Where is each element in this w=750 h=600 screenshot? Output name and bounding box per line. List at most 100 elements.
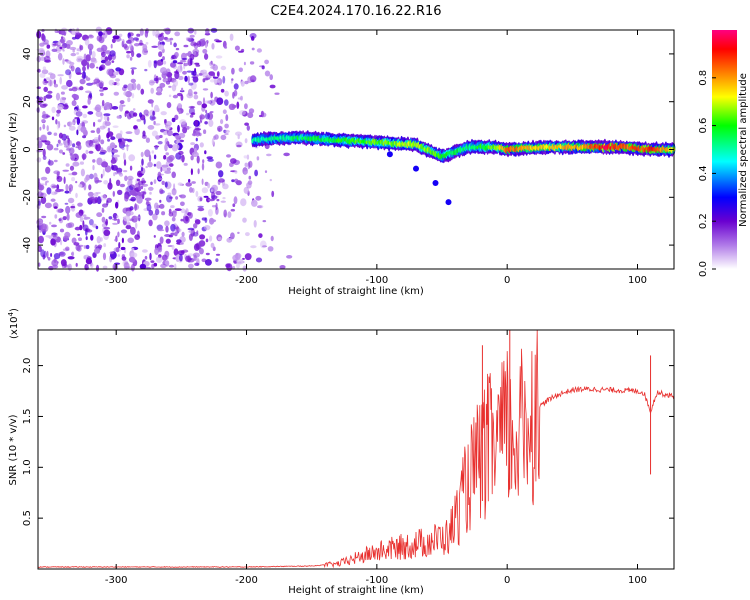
noise-speck: [191, 187, 195, 194]
noise-speck: [151, 130, 158, 137]
noise-speck: [59, 46, 63, 50]
noise-speck: [164, 181, 168, 188]
noise-speck: [205, 75, 212, 79]
noise-speck: [185, 52, 191, 56]
noise-speck: [123, 215, 131, 222]
noise-speck: [157, 33, 165, 42]
noise-speck: [102, 87, 108, 91]
noise-speck: [180, 94, 184, 101]
noise-speck: [51, 106, 56, 114]
noise-speck: [172, 60, 178, 64]
snr-panel: -300 -200 -100 0 100 0.5 1.0 1.5 2.0 Height of …: [7, 308, 675, 596]
noise-speck: [230, 208, 235, 212]
noise-speck: [141, 158, 144, 166]
noise-speck: [178, 132, 186, 139]
noise-speck: [133, 37, 139, 41]
noise-speck: [171, 188, 177, 196]
noise-speck: [236, 101, 240, 109]
noise-speck: [40, 176, 48, 181]
noise-speck: [108, 79, 115, 86]
noise-speck: [42, 39, 49, 45]
noise-speck: [249, 61, 255, 65]
noise-speck: [254, 169, 258, 177]
noise-speck: [180, 250, 185, 254]
y-tick-label: 0.5: [22, 510, 33, 526]
noise-speck: [41, 140, 48, 143]
noise-speck: [47, 131, 52, 136]
noise-speck: [82, 65, 86, 72]
noise-speck: [194, 119, 198, 127]
noise-speck: [115, 133, 123, 140]
noise-speck: [230, 80, 233, 84]
noise-speck: [191, 132, 198, 137]
noise-speck: [36, 219, 43, 226]
noise-speck: [205, 109, 208, 114]
noise-speck: [95, 143, 101, 152]
noise-speck: [130, 263, 135, 272]
noise-speck: [179, 90, 185, 93]
noise-speck: [213, 77, 217, 85]
noise-speck: [232, 91, 235, 99]
noise-speck: [102, 252, 107, 261]
noise-speck: [135, 195, 140, 201]
noise-speck: [189, 34, 195, 38]
noise-speck: [127, 175, 134, 181]
noise-speck: [156, 87, 162, 93]
noise-speck: [161, 180, 165, 185]
noise-speck: [87, 43, 94, 50]
noise-speck: [164, 143, 168, 152]
noise-speck: [59, 149, 63, 154]
noise-speck: [233, 83, 239, 90]
noise-speck: [77, 233, 80, 236]
noise-speck: [142, 249, 148, 253]
snr-x-ticks: -300 -200 -100 0 100: [105, 330, 647, 586]
noise-speck: [151, 45, 159, 48]
figure-title: C2E4.2024.170.16.22.R16: [270, 4, 441, 19]
noise-speck: [91, 82, 97, 85]
noise-speck: [153, 163, 157, 167]
noise-speck: [37, 245, 42, 252]
noise-speck: [129, 43, 133, 49]
noise-speck: [70, 154, 76, 161]
noise-speck: [82, 113, 88, 119]
noise-speck: [215, 202, 218, 211]
noise-speck: [79, 216, 84, 223]
noise-speck: [51, 259, 59, 267]
noise-speck: [101, 99, 105, 107]
noise-speck: [137, 230, 140, 238]
noise-speck: [222, 183, 229, 190]
noise-speck: [194, 262, 200, 266]
noise-speck: [57, 104, 64, 110]
noise-speck: [112, 190, 116, 197]
y-tick-label: -20: [22, 189, 33, 205]
noise-speck: [77, 202, 83, 207]
noise-speck: [81, 214, 87, 217]
noise-speck: [104, 102, 112, 110]
noise-speck: [139, 112, 143, 118]
noise-speck: [204, 100, 212, 104]
noise-speck: [180, 208, 186, 214]
noise-speck: [46, 143, 54, 151]
noise-speck: [243, 186, 249, 194]
noise-speck: [96, 47, 104, 52]
noise-speck: [116, 82, 120, 86]
noise-speck: [36, 86, 41, 89]
noise-speck: [79, 78, 86, 85]
noise-speck: [134, 216, 141, 219]
noise-speck: [66, 79, 73, 88]
noise-speck: [220, 65, 227, 71]
noise-speck: [86, 263, 89, 269]
noise-speck: [57, 139, 61, 144]
noise-speck: [163, 60, 167, 65]
noise-speck: [123, 159, 127, 166]
noise-speck: [98, 31, 103, 37]
x-tick-label: -100: [366, 275, 389, 286]
noise-speck: [204, 121, 208, 125]
noise-speck: [51, 185, 58, 189]
noise-speck: [43, 78, 47, 81]
noise-speck: [129, 56, 133, 61]
noise-speck: [104, 120, 107, 124]
noise-speck: [145, 28, 150, 34]
noise-speck: [153, 179, 157, 184]
noise-speck: [166, 167, 171, 171]
